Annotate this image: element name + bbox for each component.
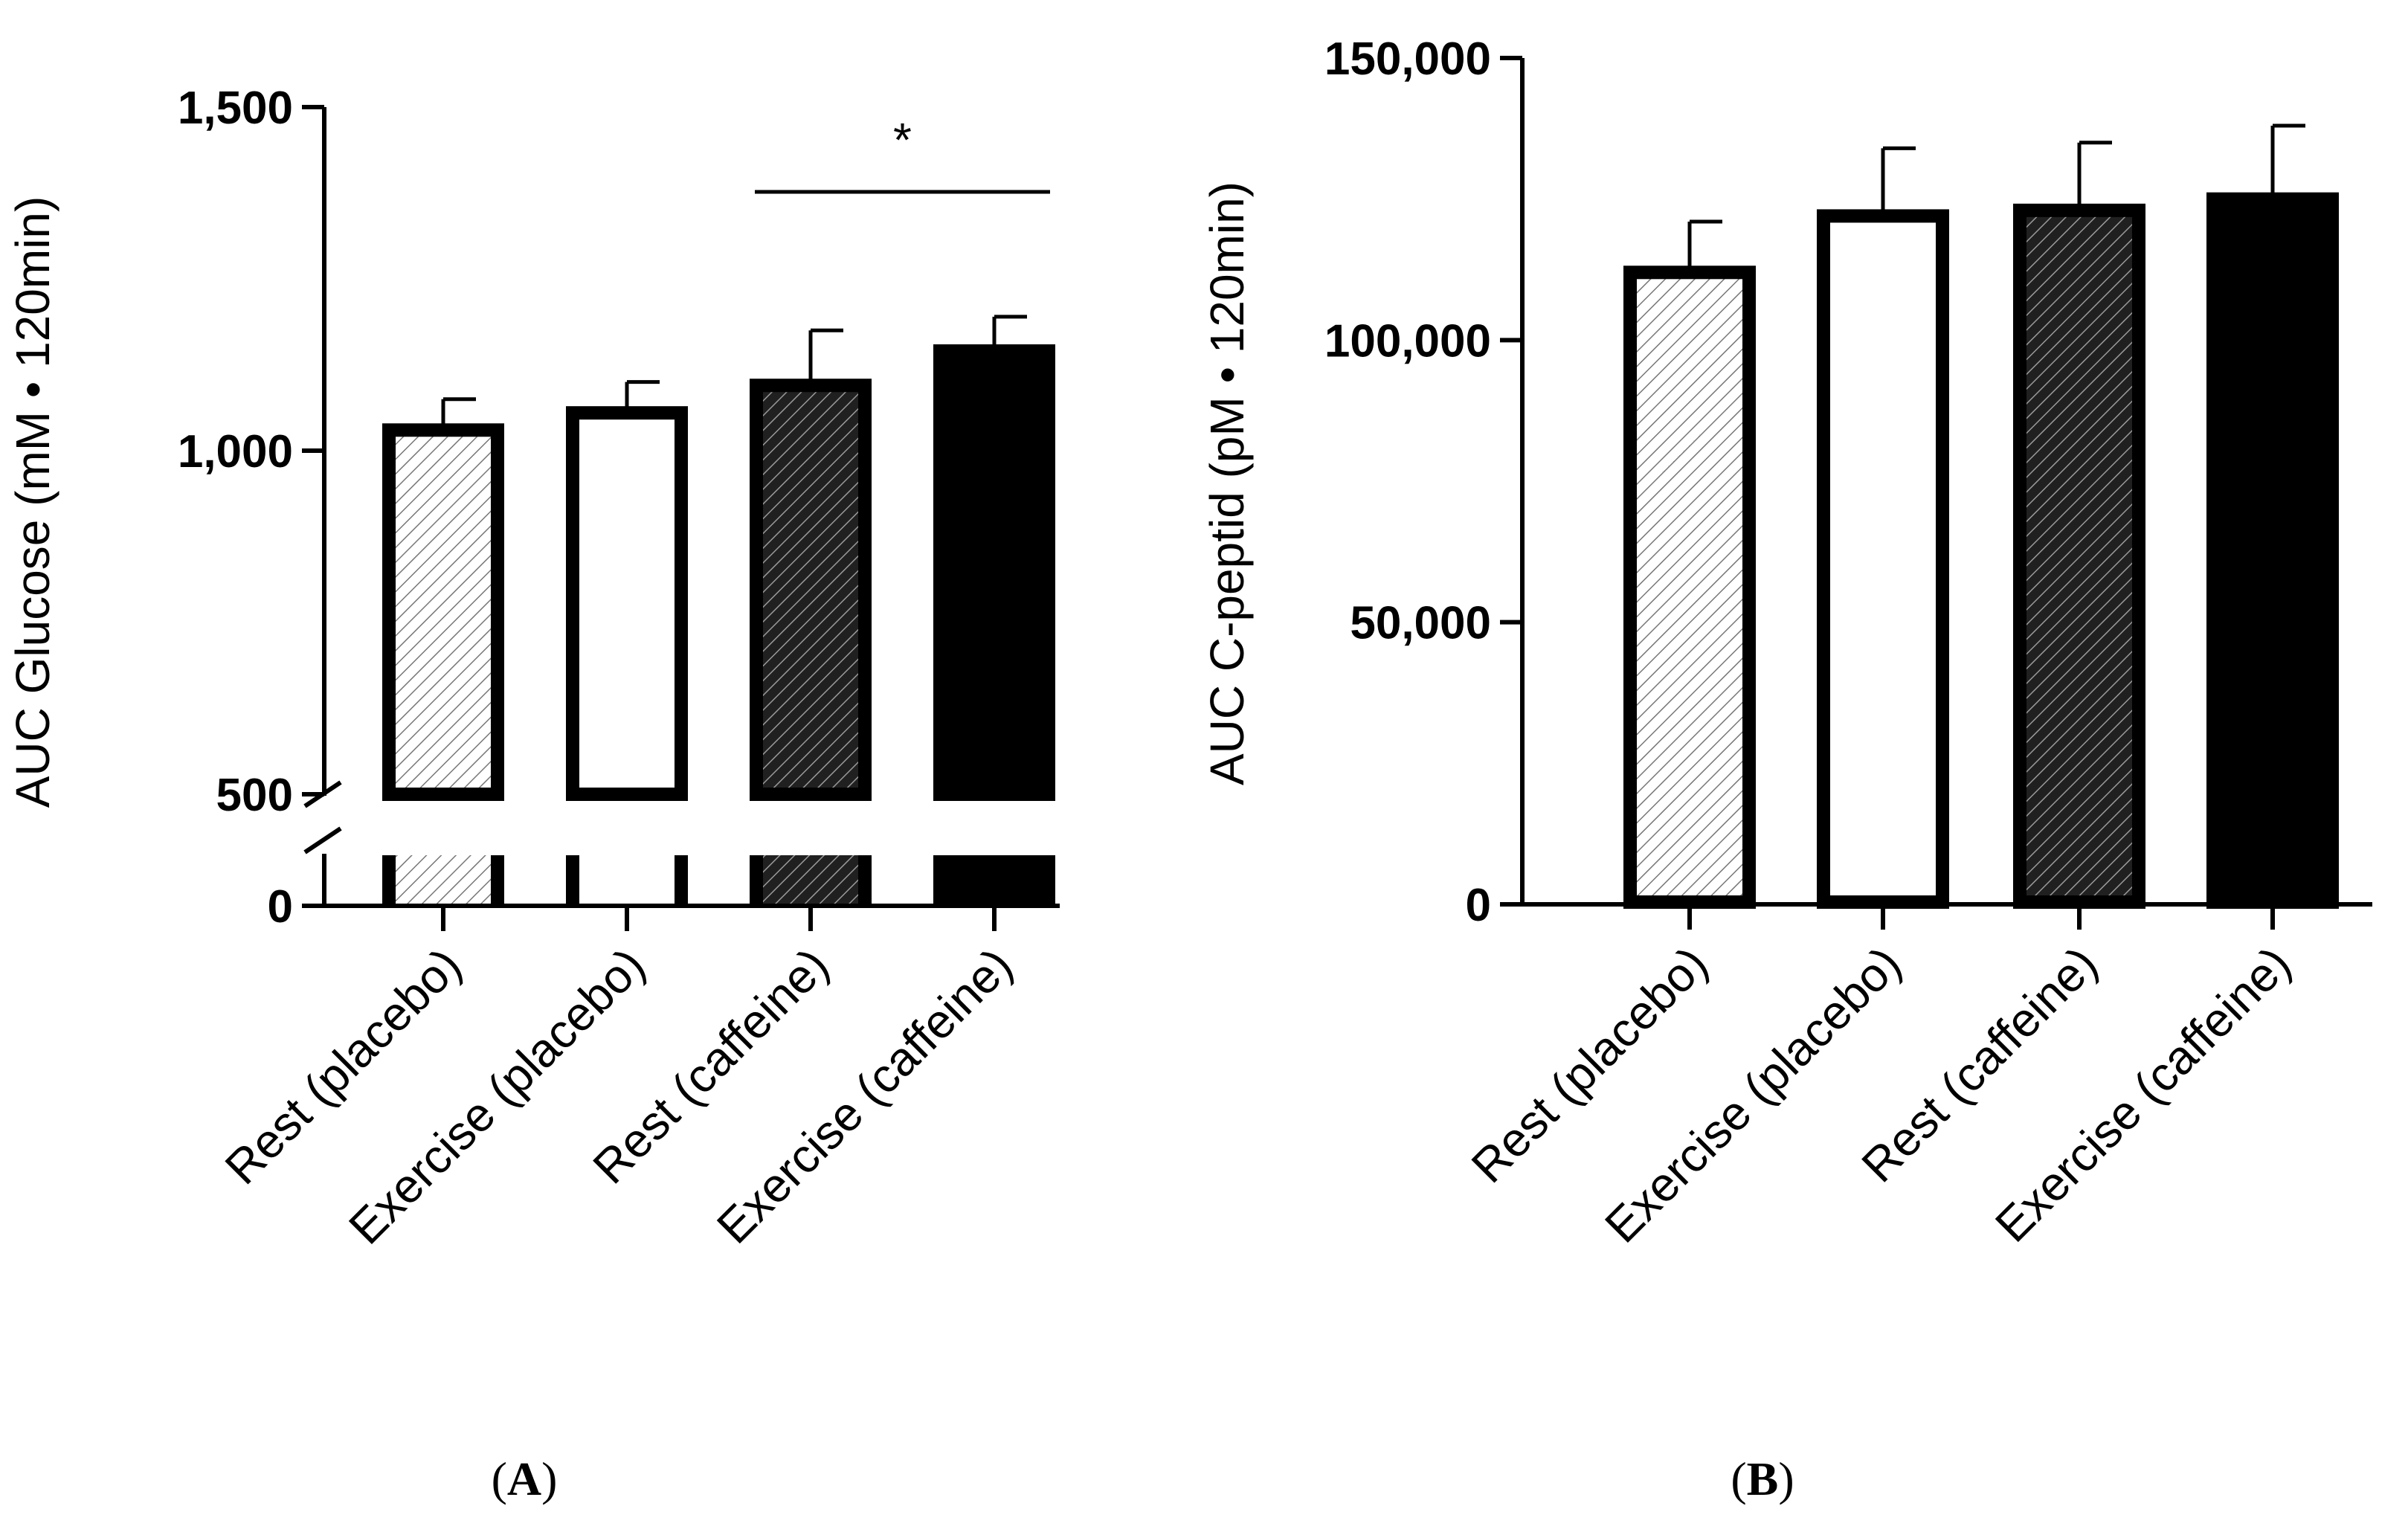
panel-b-x-ticks [1687, 904, 2275, 930]
bar-exercise-placebo-lower-edges [566, 855, 688, 904]
panel-a-label-letter: A [507, 1452, 541, 1505]
bar-exercise-caffeine-lower-edges [933, 855, 1055, 904]
panel-b-x-labels: Rest (placebo)Exercise (placebo)Rest (ca… [1461, 936, 2301, 1253]
bar-exercise-placebo [566, 406, 688, 801]
bar-rest-caffeine [750, 379, 872, 801]
panel-b-bars [1623, 192, 2339, 909]
bar-exercise-caffeine [2206, 192, 2339, 909]
y-tick-label: 500 [216, 770, 293, 821]
panel-b-label-letter: B [1747, 1452, 1779, 1505]
chart-panel-b: 0 50,000 100,000 150,000 Rest (placebo)Exer… [1200, 33, 2372, 1505]
bar-rest-placebo [382, 423, 504, 802]
panel-b-error-bars [1687, 123, 2305, 273]
panel-b-label: (B) [1731, 1452, 1794, 1505]
panel-a-y-axis-title: AUC Glucose (mM • 120min) [6, 196, 59, 808]
y-tick-label: 0 [1466, 880, 1491, 931]
y-tick-label: 1,000 [178, 426, 293, 477]
panel-a-annotations: * [755, 113, 1050, 194]
significance-marker: * [893, 113, 912, 167]
bar-rest-placebo-lower [389, 855, 498, 904]
bar-exercise-caffeine [933, 344, 1055, 801]
bar-rest-placebo [1623, 265, 1756, 909]
panel-a-bars [382, 344, 1055, 904]
bar-exercise-placebo-lower [573, 855, 681, 904]
chart-panel-a: 0 500 1,000 1,500 Rest (placebo)Exercise (p… [6, 83, 1060, 1505]
panel-b-y-ticks: 0 50,000 100,000 150,000 [1324, 33, 1522, 931]
bar-rest-caffeine [2013, 203, 2145, 909]
y-tick-label: 100,000 [1324, 315, 1491, 367]
bar-rest-caffeine-lower-edges [750, 855, 872, 904]
panel-a-x-ticks [441, 906, 997, 931]
y-tick-label: 1,500 [178, 83, 293, 134]
panel-b-y-axis-title: AUC C-peptid (pM • 120min) [1200, 181, 1254, 785]
y-tick-label: 50,000 [1350, 598, 1491, 649]
axis-break-mark [303, 826, 342, 854]
panel-a-y-ticks: 0 500 1,000 1,500 [178, 83, 324, 933]
bar-rest-caffeine-lower [756, 855, 865, 904]
panel-a-label: (A) [492, 1452, 558, 1505]
bar-rest-placebo-lower-edges [382, 855, 504, 904]
bar-exercise-caffeine-lower [940, 855, 1049, 904]
bar-exercise-placebo [1817, 209, 1949, 909]
y-tick-label: 0 [268, 881, 293, 933]
y-tick-label: 150,000 [1324, 33, 1491, 85]
panel-a-x-labels: Rest (placebo)Exercise (placebo)Rest (ca… [215, 938, 1023, 1255]
